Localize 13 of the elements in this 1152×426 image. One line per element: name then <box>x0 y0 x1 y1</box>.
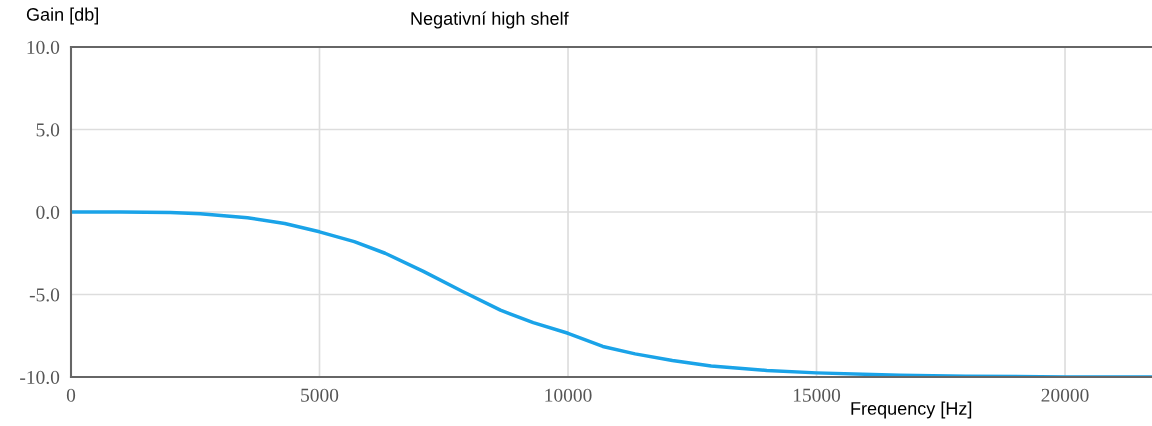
y-tick-label: 0.0 <box>36 205 60 220</box>
chart-title: Negativní high shelf <box>411 11 569 29</box>
x-axis-title: Frequency [Hz] <box>851 401 972 419</box>
y-tick-label: 10.0 <box>27 40 60 55</box>
x-tick-label: 15000 <box>793 388 841 402</box>
y-axis-title: Gain [db] <box>26 7 98 25</box>
x-tick-label: 0 <box>66 388 76 402</box>
x-tick-label: 5000 <box>301 388 339 402</box>
y-tick-label: 5.0 <box>36 123 60 137</box>
y-tick-label: -5.0 <box>29 288 60 302</box>
y-tick-label: -10.0 <box>20 370 60 385</box>
x-tick-label: 20000 <box>1041 388 1089 402</box>
x-tick-label: 10000 <box>545 388 592 402</box>
